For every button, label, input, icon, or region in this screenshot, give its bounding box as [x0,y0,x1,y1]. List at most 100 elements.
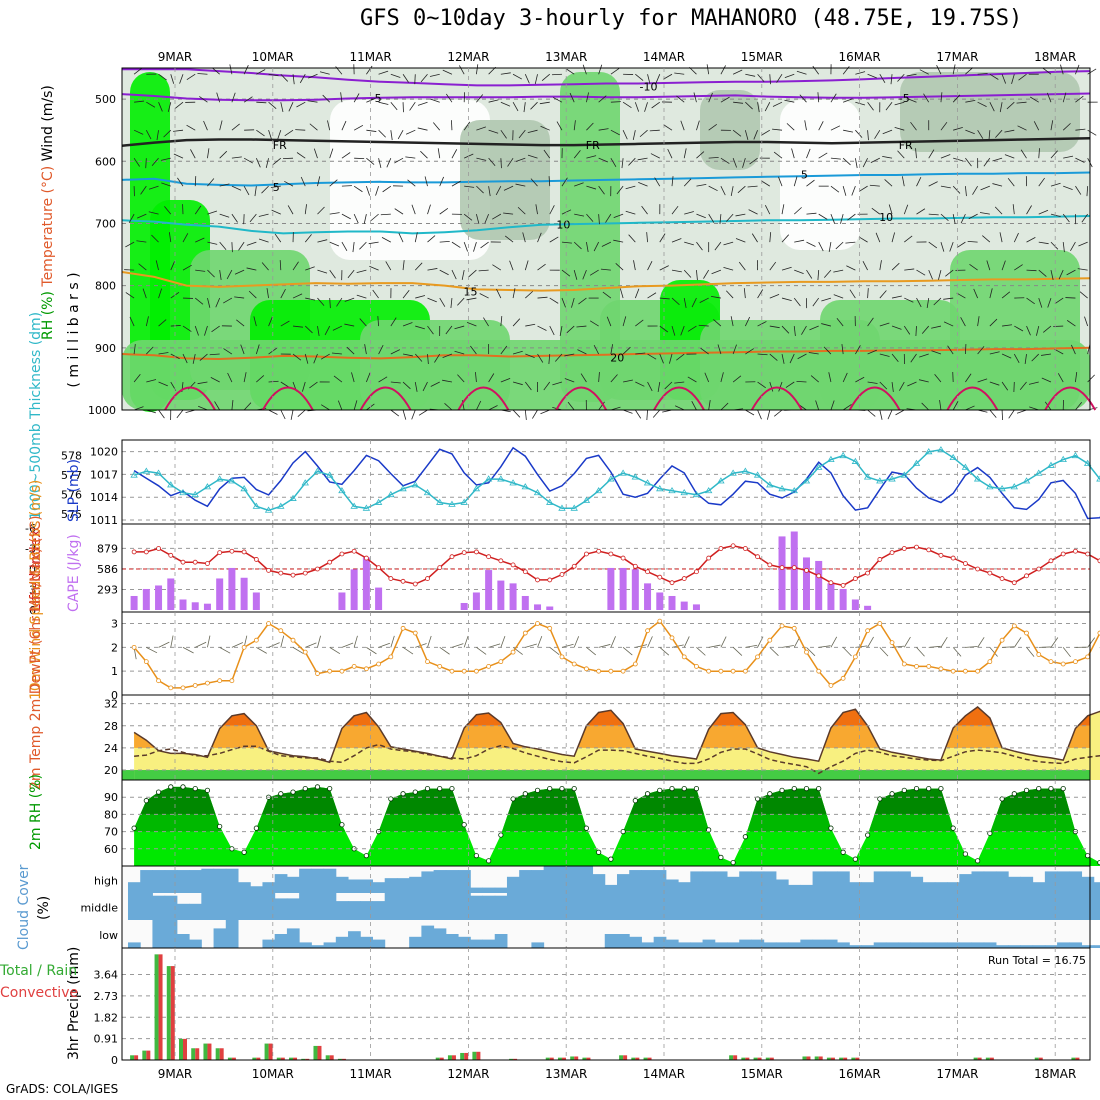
wind-barb [623,379,633,383]
thickness-line-point [986,483,994,490]
cloud-bar [164,920,178,948]
wind-barb [1038,177,1045,187]
wind-barb [359,318,367,327]
wind-barb [1062,92,1067,103]
wind-barb [855,71,866,75]
wind-barb [179,74,184,84]
thickness-line-point [252,502,261,509]
wind-barb [867,636,874,648]
wind-barb [427,268,438,271]
wind-barb [659,325,669,333]
thickness-line-point [350,502,358,509]
cloud-bar [898,871,911,893]
thickness-line-point [839,451,847,459]
wind-barb [1018,73,1027,81]
wind-barb [366,647,377,655]
wind-barb [377,316,379,327]
wind-barb [279,260,282,271]
wind-barb [619,288,624,299]
panel-frame [121,67,1091,411]
wind-barb [1013,232,1019,243]
wind-barb [317,297,325,306]
precip-total-bar [643,1057,648,1060]
thickness-line-point [814,463,823,470]
wind-barb [855,345,861,355]
wind-barb [372,289,379,299]
li-tick-label: 0 [29,563,36,576]
wind-barb [977,316,980,327]
cape-bar [460,602,468,610]
wind-barb [647,353,657,360]
date-label-top: 12MAR [447,50,489,64]
wind-barb [148,185,159,190]
rh-point [877,796,883,802]
thickness-line-point [448,500,456,507]
wind-barb [195,641,207,648]
wind-barb [211,67,220,75]
wind-barb [219,120,223,131]
wind-speed-line-point [963,668,968,674]
wind-barb [610,129,620,136]
li-line-point [791,565,797,571]
wind-barb [280,409,286,420]
rh-point [559,785,565,792]
wind-barb [764,204,771,215]
rh-point [779,787,785,793]
wind-barb [887,409,893,420]
wind-barb [309,381,318,389]
rh-tick-label: 90 [104,791,118,804]
wind-barb [830,185,840,193]
wind-barb [243,185,250,196]
wind-speed-line-point [1024,630,1029,636]
wind-barb [744,130,749,140]
li-line-point [1048,558,1054,564]
wind-barb [897,73,905,82]
wind-speed-line-point [1085,654,1091,660]
wind-barb [772,101,783,107]
wind-barb [867,101,874,111]
wind-speed-line-point [950,668,956,674]
wind-barb [830,157,841,160]
wind-barb [753,130,758,140]
wind-barb [683,148,687,159]
wind-speed-line-point [143,659,149,665]
wind-barb [988,130,991,141]
cloud-bar [812,939,826,948]
wind-barb [402,73,409,83]
panel-frame [121,947,1091,1061]
wind-barb [1075,95,1084,103]
cloud-bar [971,893,985,920]
wind-barb [680,325,685,336]
wind-barb [329,179,338,187]
wind-barb [940,636,948,648]
cloud-bar [164,870,178,893]
wind-barb [921,325,930,334]
li-line-point [963,561,968,566]
cloud-bar [1093,945,1100,948]
temp-line [133,706,1100,764]
rh-point [241,849,247,855]
wind-barb [437,148,441,159]
rh-point [962,851,969,857]
wind-barb [524,381,532,391]
wind-barb [910,353,917,363]
wind-barb [427,635,432,648]
wind-barb [1047,297,1052,308]
wind-barb [504,235,514,243]
cape-bar [240,577,248,610]
cloud-bar [335,901,349,920]
wind-barb [192,353,196,364]
wind-barb [1038,148,1040,159]
rh-point [828,825,834,831]
date-label-top: 9MAR [158,50,193,64]
li-line-point [205,561,210,566]
wind-speed-line-point [278,628,284,634]
wind-barb [530,101,538,110]
wind-barb [305,297,316,301]
wind-barb [561,209,572,215]
wind-barb [867,381,878,384]
li-line-point [363,555,369,561]
wind-barb [1077,268,1088,271]
wind-barb [411,204,416,215]
